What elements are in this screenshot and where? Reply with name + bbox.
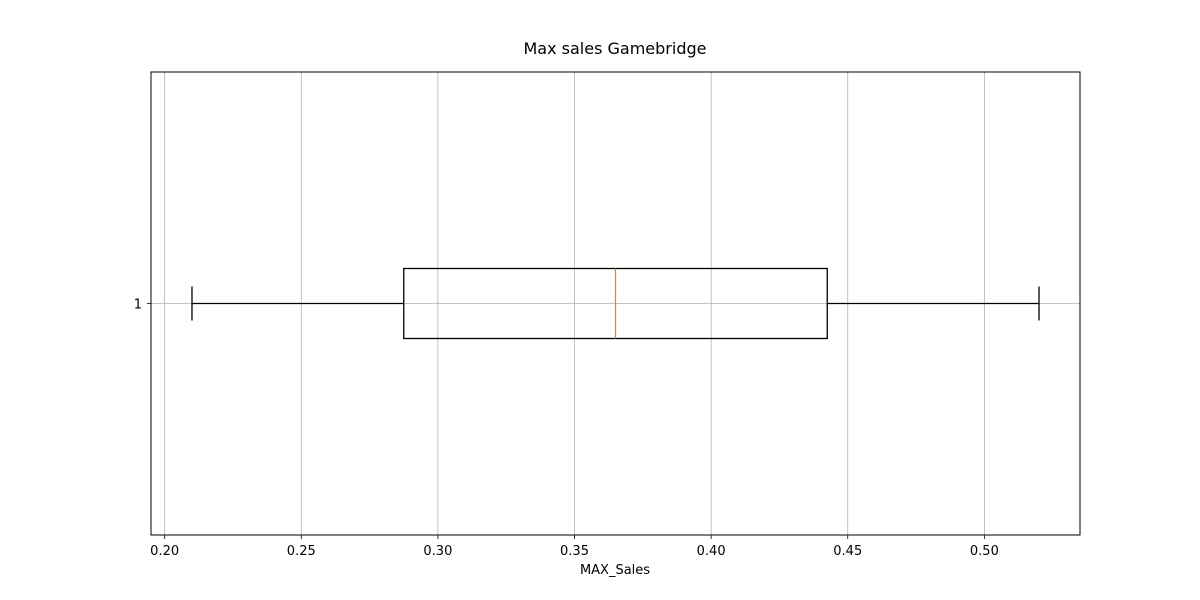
x-axis-ticks: 0.20 0.25 0.30 0.35 0.40 0.45 0.50	[150, 535, 999, 559]
chart-title: Max sales Gamebridge	[524, 39, 707, 58]
y-axis-ticks: 1	[134, 298, 151, 313]
x-tick-label: 0.35	[560, 544, 589, 559]
x-tick-label: 0.30	[423, 544, 452, 559]
x-tick-label: 0.40	[697, 544, 726, 559]
x-tick-label: 0.20	[150, 544, 179, 559]
x-tick-label: 0.25	[287, 544, 316, 559]
y-tick-label: 1	[134, 298, 142, 313]
x-axis-label: MAX_Sales	[580, 563, 650, 578]
x-tick-label: 0.50	[970, 544, 999, 559]
box-group	[191, 267, 1040, 340]
x-tick-label: 0.45	[833, 544, 862, 559]
